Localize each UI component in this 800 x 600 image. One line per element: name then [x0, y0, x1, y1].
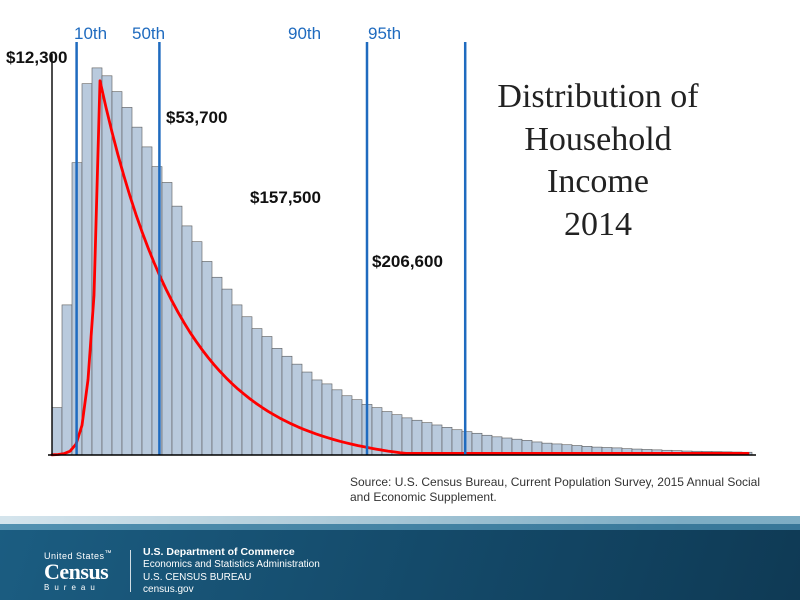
department-block: U.S. Department of Commerce Economics an…: [143, 546, 320, 597]
dept-line4: census.gov: [143, 584, 320, 597]
percentile-amount-90th: $157,500: [250, 188, 321, 208]
percentile-label-90th: 90th: [288, 24, 321, 44]
census-logo: United States™ Census Bureau: [44, 550, 112, 593]
title-line-1: Distribution of: [497, 78, 698, 115]
chart-title: Distribution of Household Income 2014: [438, 76, 758, 246]
footer-content: United States™ Census Bureau U.S. Depart…: [44, 546, 320, 597]
title-line-2: Household: [524, 121, 671, 158]
logo-bottom: Bureau: [44, 583, 100, 593]
footer: United States™ Census Bureau U.S. Depart…: [0, 516, 800, 600]
footer-divider: [130, 550, 131, 592]
dept-line3: U.S. CENSUS BUREAU: [143, 572, 320, 585]
percentile-label-50th: 50th: [132, 24, 165, 44]
percentile-amount-95th: $206,600: [372, 252, 443, 272]
source-citation: Source: U.S. Census Bureau, Current Popu…: [350, 475, 770, 505]
dept-line2: Economics and Statistics Administration: [143, 559, 320, 572]
title-line-3: Income: [547, 163, 649, 200]
percentile-label-10th: 10th: [74, 24, 107, 44]
percentile-amount-50th: $53,700: [166, 108, 227, 128]
title-line-4: 2014: [564, 206, 632, 243]
logo-main: Census: [44, 562, 108, 582]
logo-tm: ™: [105, 550, 113, 557]
dept-line1: U.S. Department of Commerce: [143, 546, 320, 559]
percentile-label-95th: 95th: [368, 24, 401, 44]
percentile-amount-10th: $12,300: [6, 48, 67, 68]
